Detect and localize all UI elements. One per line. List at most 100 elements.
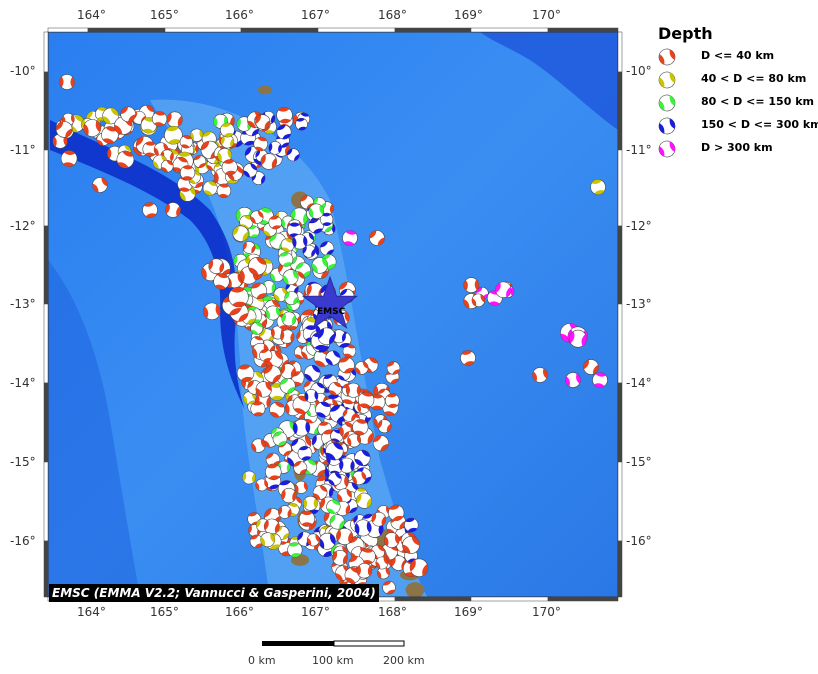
lat-label-12: -12° [10,219,36,233]
lon-label-169: 169° [454,8,483,22]
frame-tick-segment [617,461,623,542]
focal-mechanism-127 [295,117,308,131]
focal-mechanism-108 [221,159,238,176]
focal-mechanism-558 [213,273,230,290]
focal-mechanism-498 [326,499,341,514]
legend-beachball [658,48,676,66]
lon-label-169-bottom: 169° [454,605,483,619]
frame-tick-segment [317,27,396,33]
focal-mechanism-547 [344,567,361,584]
frame-tick-segment [617,31,623,73]
focal-mechanism-584 [583,359,599,375]
focal-mechanism-574 [251,438,266,453]
lat-label-15-right: -15° [626,455,652,469]
frame-tick-segment [87,27,166,33]
focal-mechanism-549 [356,563,373,579]
lat-label-11-right: -11° [626,143,652,157]
lat-label-13-right: -13° [626,297,652,311]
deep-west [48,260,140,597]
focal-mechanism-583 [592,372,608,388]
frame-tick-segment [43,71,49,151]
focal-mechanism-438 [354,361,369,375]
focal-mechanism-563 [228,286,249,308]
focal-mechanism-528 [388,504,405,521]
focal-mechanism-541 [332,549,348,566]
frame-tick-segment [43,149,49,227]
focal-mechanism-486 [302,495,318,511]
focal-mechanism-564 [208,258,225,275]
frame-tick-segment [43,461,49,542]
focal-mechanism-362 [293,460,308,475]
lon-label-164: 164° [77,8,106,22]
focal-mechanism-572 [265,463,282,481]
focal-mechanism-581 [460,350,476,366]
island-patch [405,582,425,597]
lat-label-16-right: -16° [626,534,652,548]
focal-mechanism-254 [280,329,295,344]
frame-tick-segment [617,149,623,227]
lat-label-15: -15° [10,455,36,469]
legend-ball-blue-icon [658,117,676,135]
focal-mechanism-409 [352,470,367,485]
legend-label-d150: 80 < D <= 150 km [701,95,814,108]
focal-mechanism-36 [55,121,73,138]
focal-mechanism-340 [269,401,285,418]
focal-mechanism-571 [263,518,280,535]
frame-tick-segment [547,27,619,33]
focal-mechanism-121 [268,141,282,155]
focal-mechanism-218 [292,234,308,250]
focal-mechanism-548 [375,556,389,570]
legend-beachball [658,117,676,135]
focal-mechanism-31 [60,150,78,167]
scale-bar [262,640,405,647]
focal-mechanism-45 [202,180,218,196]
focal-mechanism-419 [339,457,355,474]
focal-mechanism-444 [352,419,369,436]
lat-label-10-right: -10° [626,64,652,78]
focal-mechanism-278 [279,377,296,394]
frame-tick-segment [47,27,89,33]
island-patch [257,85,273,95]
lon-label-167: 167° [301,8,330,22]
focal-mechanism-39 [120,106,136,123]
frame-tick-segment [470,27,549,33]
focal-mechanism-576 [242,470,256,485]
focal-mechanism-579 [369,230,385,246]
focal-mechanism-185 [278,251,294,267]
emsc-station-label: EMSC [317,307,346,317]
focal-mechanism-173 [265,305,281,321]
focal-mechanism-212 [286,222,302,238]
lon-label-168: 168° [378,8,407,22]
focal-mechanism-287 [280,363,296,380]
focal-mechanism-582 [532,367,548,383]
focal-mechanism-368 [292,419,311,437]
lon-label-170-bottom: 170° [532,605,561,619]
focal-mechanism-437 [372,435,389,452]
frame-tick-segment [394,27,472,33]
focal-mechanism-0 [166,111,183,128]
deep-northeast [480,32,618,130]
focal-mechanism-283 [264,365,282,383]
focal-mechanism-480 [356,492,373,509]
focal-mechanism-104 [217,148,232,163]
focal-mechanism-493 [278,505,292,519]
frame-tick-segment [547,596,619,602]
focal-mechanism-38 [152,111,168,127]
frame-tick-segment [43,31,49,73]
emsc-station-star[interactable] [301,275,359,329]
legend-beachball [658,94,676,112]
focal-mechanism-30 [116,150,135,169]
legend-label-deep: D > 300 km [701,141,773,154]
focal-mechanism-269 [236,364,255,382]
lon-label-166: 166° [225,8,254,22]
focal-mechanism-188 [268,215,283,230]
focal-mechanism-32 [142,141,158,157]
focal-mechanism-585 [565,372,581,388]
focal-mechanism-492 [336,528,354,545]
lat-label-12-right: -12° [626,219,652,233]
lat-label-10: -10° [10,64,36,78]
legend-ball-red-icon [658,48,676,66]
focal-mechanism-189 [250,210,264,224]
focal-mechanism-24 [83,119,102,137]
legend-label-d80: 40 < D <= 80 km [701,72,807,85]
